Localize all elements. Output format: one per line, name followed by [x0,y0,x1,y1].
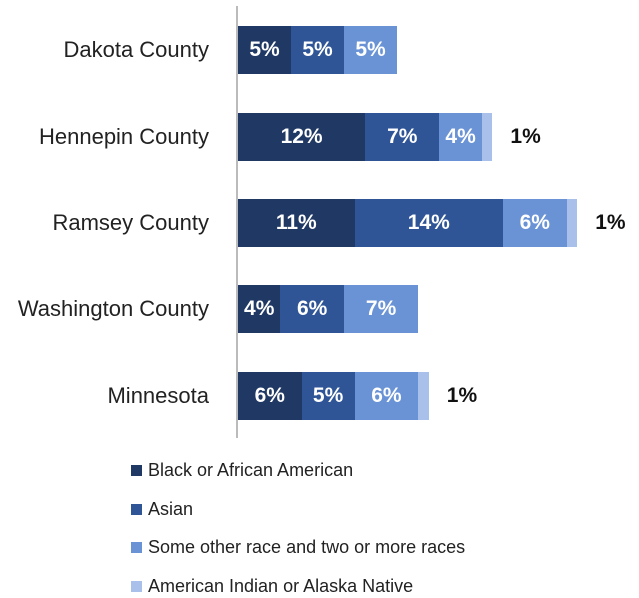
data-label: 7% [387,125,418,148]
bar-segment [280,285,344,333]
data-label: 5% [302,38,333,61]
bar-segment [354,372,419,420]
data-label: 11% [275,211,317,234]
category-label: Washington County [17,296,209,321]
data-label: 1% [510,125,541,148]
legend-label: Asian [148,498,194,519]
bar-segment [481,113,493,161]
bar-segment [344,26,397,74]
category-axis [236,6,238,438]
bar-segment [238,26,291,74]
legend-label: American Indian or Alaska Native [148,576,414,597]
category-label: Ramsey County [52,210,209,235]
data-label: 5% [355,38,386,61]
data-label: 5% [249,38,280,61]
category-label: Hennepin County [38,124,209,149]
data-label: 1% [446,384,478,407]
data-label: 6% [254,384,285,407]
bar-segment [354,199,503,247]
bar-segment [301,372,355,420]
data-label: 5% [312,384,344,407]
legend-marker [131,581,142,593]
legend-label: Black or African American [148,460,354,480]
category-label: Minnesota [107,383,209,408]
data-label: 7% [365,297,397,320]
data-label: 4% [244,297,275,320]
bar-segment [238,113,366,161]
bar-segment [418,372,429,420]
bar-segment [365,113,440,161]
data-label: 12% [280,125,323,148]
category-label: Dakota County [63,37,209,62]
bar-segment [439,113,482,161]
legend-marker [131,542,142,554]
data-label: 6% [519,211,550,234]
bar-segment [291,26,344,74]
data-label: 6% [371,384,402,407]
bar-segment [238,199,355,247]
data-label: 6% [297,297,328,320]
bar-segment [566,199,578,247]
legend-label: Some other race and two or more races [148,537,466,558]
data-label: 1% [595,211,626,234]
bar-segment [344,285,419,333]
data-label: 14% [407,211,450,234]
bar-segment [503,199,567,247]
legend-marker [131,503,142,515]
bar-segment [238,372,302,420]
bar-segment [238,285,281,333]
legend-marker [131,465,142,476]
data-label: 4% [445,125,476,148]
